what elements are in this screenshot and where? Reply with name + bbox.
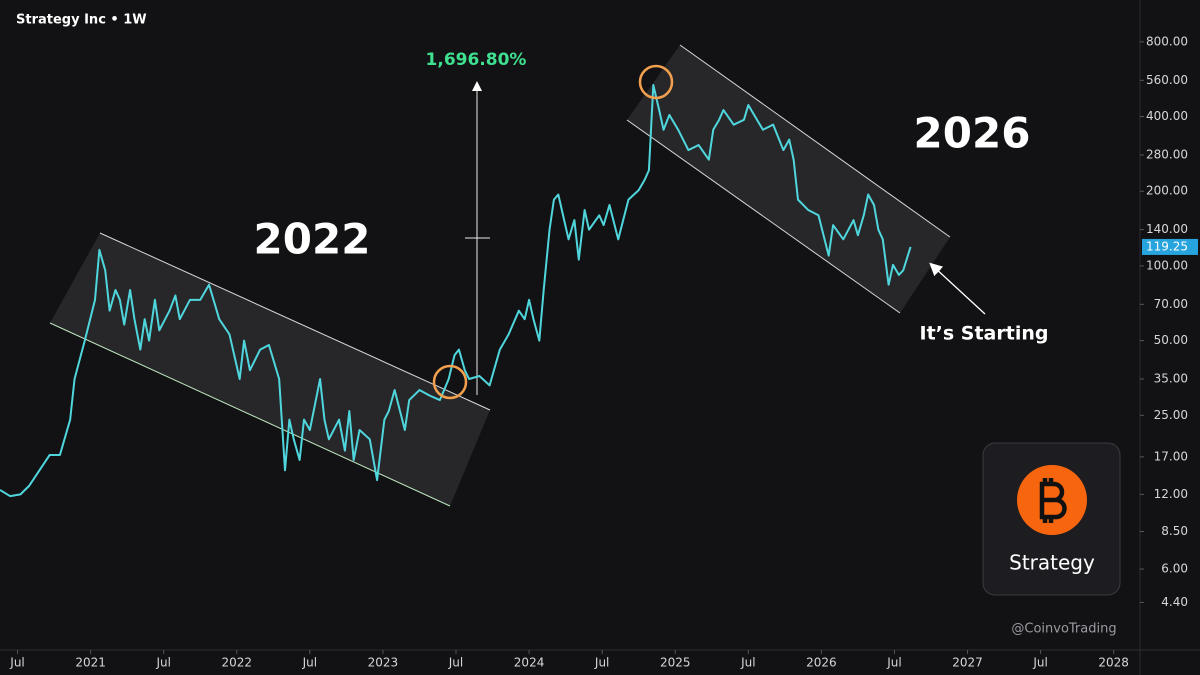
highlight-circle	[432, 364, 468, 400]
y-tick-label: 6.00	[1161, 562, 1188, 576]
channel-bottom	[49, 322, 451, 507]
y-tick-label: 800.00	[1146, 34, 1188, 48]
pointer-arrow	[929, 262, 986, 315]
x-tick-label: 2028	[1098, 656, 1129, 670]
annotation: 2022	[254, 215, 371, 264]
x-tick-label: Jul	[448, 656, 463, 670]
y-tick-label: 50.00	[1154, 333, 1188, 347]
y-tick-label: 560.00	[1146, 73, 1188, 87]
y-tick-label: 100.00	[1146, 258, 1188, 272]
y-tick-label: 140.00	[1146, 222, 1188, 236]
highlight-circle	[638, 64, 674, 100]
x-tick-label: Jul	[302, 656, 317, 670]
x-tick-label: 2023	[368, 656, 399, 670]
annotation: 2026	[914, 109, 1031, 158]
annotation: It’s Starting	[920, 323, 1049, 345]
x-tick-label: 2021	[75, 656, 106, 670]
brand-name: Strategy	[1009, 551, 1095, 575]
price-line	[0, 84, 912, 498]
y-tick-label: 280.00	[1146, 147, 1188, 161]
chart-title: Strategy Inc • 1W	[16, 13, 147, 28]
x-tick-label: Jul	[9, 656, 24, 670]
x-tick-label: Jul	[740, 656, 755, 670]
x-tick-label: Jul	[594, 656, 609, 670]
y-tick-label: 4.40	[1161, 595, 1188, 609]
y-tick-label: 35.00	[1154, 372, 1188, 386]
y-tick-label: 200.00	[1146, 184, 1188, 198]
y-tick-label: 17.00	[1154, 449, 1188, 463]
y-tick-label: 8.50	[1161, 524, 1188, 538]
annotation: 1,696.80%	[426, 50, 527, 70]
last-price-label: 119.25	[1146, 239, 1188, 253]
y-tick-label: 25.00	[1154, 408, 1188, 422]
channel-2026	[627, 45, 950, 313]
x-tick-label: 2027	[952, 656, 983, 670]
channel-top	[679, 44, 951, 238]
channel-2022	[50, 233, 490, 506]
x-tick-label: Jul	[155, 656, 170, 670]
x-tick-label: 2025	[660, 656, 691, 670]
last-price-tag	[1142, 238, 1198, 255]
y-tick-label: 12.00	[1154, 487, 1188, 501]
x-tick-label: 2026	[806, 656, 837, 670]
plot	[0, 84, 912, 498]
channel-top	[99, 232, 491, 411]
brand-handle: @CoinvoTrading	[1011, 622, 1116, 637]
channel-bottom	[626, 119, 901, 314]
y-tick-label: 70.00	[1154, 297, 1188, 311]
x-tick-label: Jul	[886, 656, 901, 670]
x-tick-label: 2022	[221, 656, 252, 670]
x-tick-label: 2024	[514, 656, 545, 670]
y-tick-label: 400.00	[1146, 109, 1188, 123]
x-tick-label: Jul	[1032, 656, 1047, 670]
bitcoin-glyph	[1039, 478, 1067, 523]
